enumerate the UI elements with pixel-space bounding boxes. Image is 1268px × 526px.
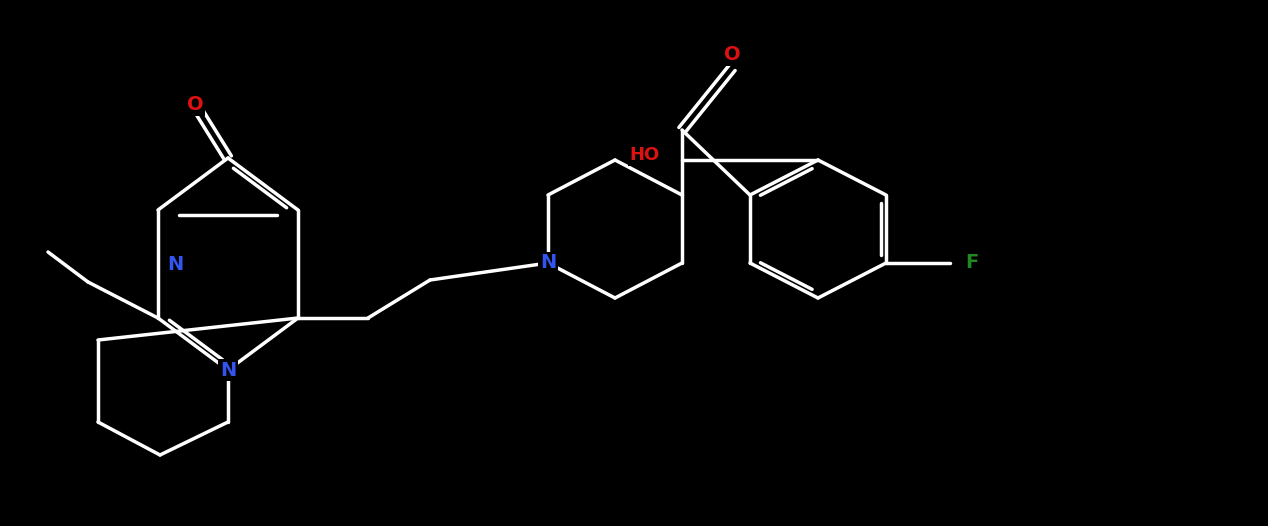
Text: N: N (167, 255, 183, 274)
Text: O: O (186, 96, 203, 115)
Text: O: O (724, 46, 741, 65)
Text: N: N (540, 254, 557, 272)
Text: N: N (219, 360, 236, 379)
Text: HO: HO (630, 146, 661, 164)
Text: F: F (965, 254, 978, 272)
